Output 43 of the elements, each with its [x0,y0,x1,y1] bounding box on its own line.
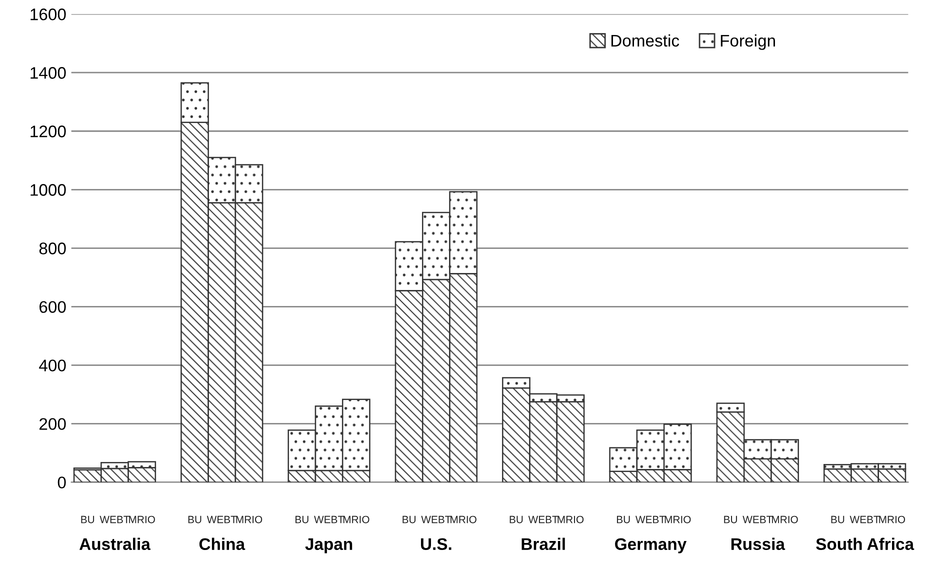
x-tick-label: BU [724,516,737,524]
y-tick-label: 1400 [30,67,66,79]
text: China [199,538,246,550]
x-tick-label: MRIO [450,516,476,524]
x-tick-label: WEBT [742,516,772,524]
x-tick-label: MRIO [129,516,155,524]
legend-label: Domestic [611,34,680,47]
x-tick-label: WEBT [528,516,558,524]
y-tick-label: 1000 [30,184,66,196]
x-tick-label: BU [831,516,844,524]
x-tick-label: WEBT [850,516,880,524]
x-tick-label: BU [616,516,630,524]
text: Russia [731,538,786,550]
x-tick-label: WEBT [421,516,451,524]
y-tick-label: 400 [39,360,66,372]
y-tick-label: 0 [58,476,66,488]
text: Germany [615,538,687,554]
x-tick-label: WEBT [100,516,130,524]
x-tick-label: WEBT [635,516,666,524]
x-tick-label: BU [81,516,94,524]
x-tick-label: MRIO [343,516,370,524]
x-tick-label: BU [188,516,202,524]
text: U.S. [420,538,452,550]
text: South Africa [816,538,914,550]
y-tick-label: 1200 [30,126,66,138]
legend-label: Foreign [720,34,775,50]
x-tick-label: MRIO [558,516,584,524]
text: Australia [79,538,150,550]
x-tick-label: WEBT [314,516,344,524]
x-tick-label: BU [510,516,523,524]
x-tick-label: MRIO [236,516,262,524]
y-tick-label: 1600 [30,8,66,20]
x-tick-label: MRIO [879,516,906,524]
x-tick-label: BU [402,516,416,524]
x-tick-label: WEBT [206,516,237,524]
y-tick-label: 800 [39,242,66,254]
x-tick-label: MRIO [772,516,798,524]
x-tick-label: BU [296,516,308,524]
text: Japan [305,538,352,554]
x-tick-label: MRIO [664,516,691,524]
y-tick-label: 600 [40,301,66,313]
text: Brazil [522,538,565,550]
y-tick-label: 200 [40,418,66,430]
